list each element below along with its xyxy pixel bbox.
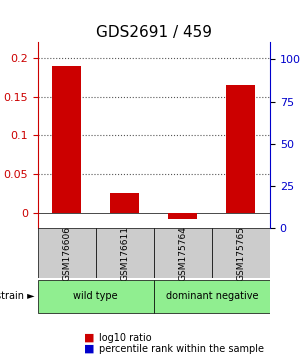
Text: dominant negative: dominant negative xyxy=(166,291,258,302)
FancyBboxPatch shape xyxy=(38,280,154,313)
Text: wild type: wild type xyxy=(73,291,118,302)
Text: ■: ■ xyxy=(84,333,94,343)
FancyBboxPatch shape xyxy=(212,228,270,278)
Text: GSM176611: GSM176611 xyxy=(120,225,129,281)
Text: log10 ratio: log10 ratio xyxy=(99,333,152,343)
FancyBboxPatch shape xyxy=(154,228,212,278)
Text: GSM175764: GSM175764 xyxy=(178,225,187,281)
FancyBboxPatch shape xyxy=(154,280,270,313)
FancyBboxPatch shape xyxy=(38,228,96,278)
FancyBboxPatch shape xyxy=(96,228,154,278)
Text: GSM175765: GSM175765 xyxy=(236,225,245,281)
Text: percentile rank within the sample: percentile rank within the sample xyxy=(99,344,264,354)
Bar xyxy=(110,194,139,213)
Bar xyxy=(168,213,197,219)
Text: GSM176606: GSM176606 xyxy=(62,225,71,281)
Title: GDS2691 / 459: GDS2691 / 459 xyxy=(96,25,212,40)
Bar xyxy=(226,85,256,213)
Text: strain ►: strain ► xyxy=(0,291,34,302)
Text: ■: ■ xyxy=(84,344,94,354)
Bar xyxy=(52,66,81,213)
